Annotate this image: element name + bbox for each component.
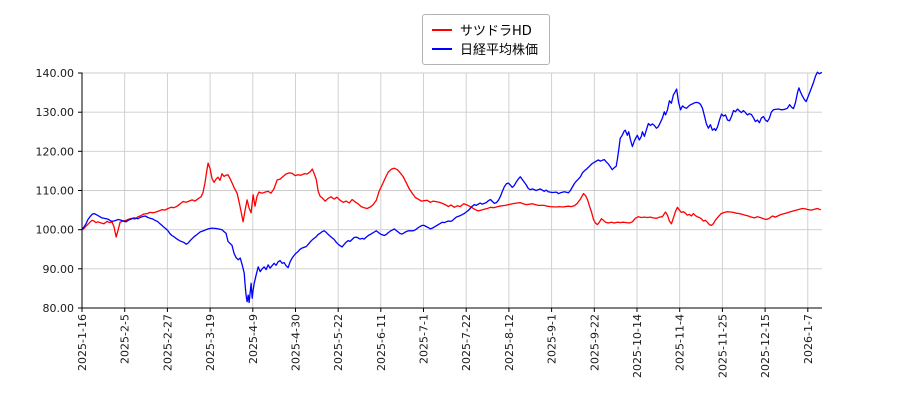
x-tick-label: 2025-3-19 [204, 314, 217, 371]
x-tick-label: 2025-6-11 [375, 314, 388, 371]
x-tick-label: 2025-1-16 [76, 314, 89, 371]
x-tick-label: 2025-4-30 [290, 314, 303, 371]
x-tick-label: 2025-2-5 [119, 314, 132, 364]
legend-label-nikkei: 日経平均株価 [460, 43, 539, 58]
x-tick-label: 2025-9-22 [588, 314, 601, 371]
y-tick-label: 110.00 [36, 185, 75, 198]
x-tick-label: 2026-1-7 [802, 314, 815, 364]
y-tick-label: 90.00 [43, 263, 75, 276]
y-tick-label: 130.00 [36, 106, 75, 119]
x-tick-label: 2025-12-15 [759, 314, 772, 378]
series-line-nikkei [81, 71, 823, 304]
x-tick-label: 2025-9-1 [546, 314, 559, 364]
x-tick-label: 2025-4-9 [247, 314, 260, 364]
x-tick-label: 2025-10-14 [631, 314, 644, 378]
legend-item-nikkei: 日経平均株価 [432, 39, 538, 58]
x-tick-label: 2025-5-22 [332, 314, 345, 371]
x-tick-label: 2025-11-25 [716, 314, 729, 378]
red-line-swatch-icon [432, 28, 452, 31]
x-tick-label: 2025-7-22 [460, 314, 473, 371]
x-tick-label: 2025-8-12 [503, 314, 516, 371]
legend: サツドラHD 日経平均株価 [422, 14, 551, 65]
series-line-satsudora [81, 162, 821, 238]
x-tick-label: 2025-7-1 [418, 314, 431, 364]
y-tick-label: 120.00 [36, 145, 75, 158]
x-tick-label: 2025-2-27 [161, 314, 174, 371]
x-tick-label: 2025-11-4 [674, 314, 687, 371]
y-tick-label: 100.00 [36, 224, 75, 237]
y-tick-label: 80.00 [43, 302, 75, 315]
legend-item-satsudora: サツドラHD [432, 20, 538, 39]
legend-label-satsudora: サツドラHD [460, 24, 532, 39]
blue-line-swatch-icon [432, 47, 452, 50]
y-tick-label: 140.00 [36, 67, 75, 80]
